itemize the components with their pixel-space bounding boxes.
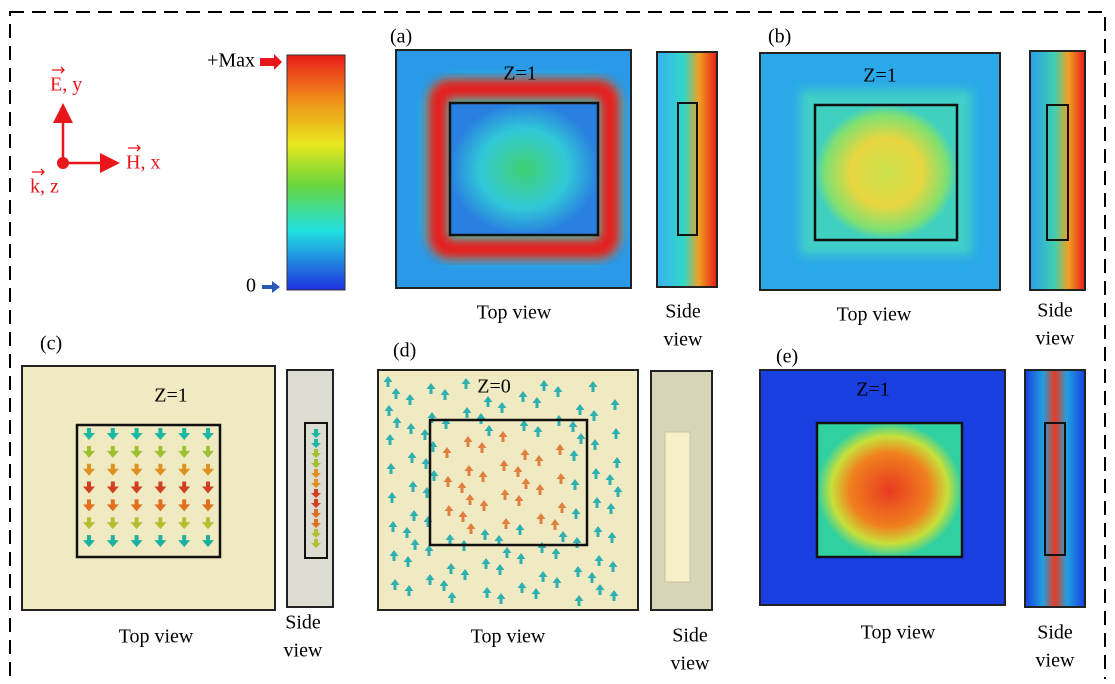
panel: (a) Z=1 Top view Side view — [390, 26, 717, 351]
side-caption: Side — [665, 301, 701, 323]
min-arrow — [262, 281, 280, 293]
colorbar-max-label: +Max — [207, 50, 255, 72]
plane-label: Z=1 — [503, 63, 537, 85]
panel-label: (d) — [393, 340, 416, 362]
k-axis-label: k, z — [30, 176, 59, 198]
field-inner — [817, 423, 962, 557]
colorbar-min-label: 0 — [246, 275, 256, 297]
figure: E, y H, x k, z +Max 0 (a) Z=1 Top view Side… — [0, 0, 1115, 679]
side-caption: Side — [1037, 300, 1073, 322]
side-caption: view — [1036, 328, 1075, 350]
side-caption: Side — [1037, 622, 1073, 644]
panel-label: (c) — [40, 333, 62, 355]
side-caption: view — [664, 329, 703, 351]
axes-icon — [32, 67, 140, 175]
top-caption: Top view — [837, 304, 912, 326]
side-map — [657, 52, 717, 287]
top-caption: Top view — [471, 626, 546, 648]
plane-label: Z=0 — [477, 376, 511, 398]
side-caption: Side — [672, 625, 708, 647]
panel: (b) Z=1 Top view Side view — [760, 26, 1085, 350]
e-axis-label: E, y — [50, 74, 82, 96]
plane-label: Z=1 — [863, 65, 897, 87]
field-map — [22, 366, 275, 610]
panel: (d) Z=0 Top view Side view — [378, 340, 712, 675]
side-map — [1025, 370, 1085, 607]
panel-label: (b) — [768, 26, 791, 48]
field-inner — [450, 103, 598, 235]
max-arrow — [260, 54, 282, 70]
h-axis-label: H, x — [126, 152, 160, 174]
side-caption: Side — [285, 612, 321, 634]
field-inner — [815, 105, 957, 240]
panel: (e) Z=1 Top view Side view — [760, 346, 1085, 672]
plane-label: Z=1 — [154, 385, 188, 407]
top-caption: Top view — [119, 626, 194, 648]
field-map — [378, 370, 638, 610]
side-caption: view — [284, 640, 323, 662]
top-caption: Top view — [477, 302, 552, 324]
panel-label: (e) — [776, 346, 798, 368]
top-caption: Top view — [861, 622, 936, 644]
panel-label: (a) — [390, 26, 412, 48]
colorbar — [287, 55, 345, 290]
side-inner-fill — [665, 432, 690, 582]
side-caption: view — [1036, 650, 1075, 672]
plane-label: Z=1 — [856, 379, 890, 401]
side-caption: view — [671, 653, 710, 675]
side-map — [1030, 51, 1085, 290]
panel: (c) Z=1 Top view Side view — [22, 333, 333, 662]
